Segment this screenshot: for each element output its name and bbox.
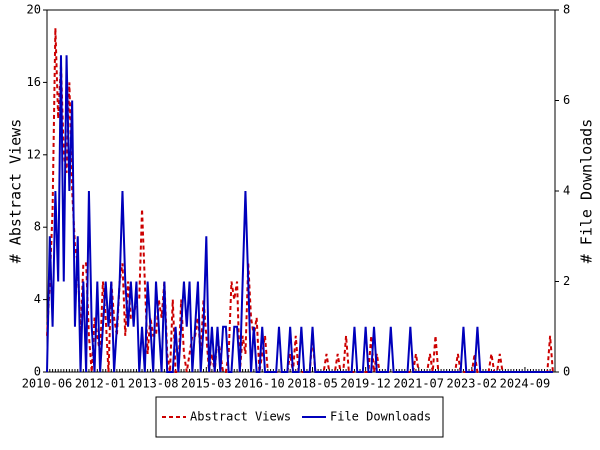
series-line (46, 55, 553, 373)
y2-tick-label: 8 (563, 3, 570, 17)
x-tick-label: 2010-06 (22, 377, 73, 391)
y2-tick-label: 6 (563, 93, 570, 107)
y2-tick-label: 0 (563, 365, 570, 379)
y2-axis-title: # File Downloads (578, 119, 596, 264)
x-tick-label: 2021-07 (393, 377, 444, 391)
x-tick-label: 2024-09 (500, 377, 551, 391)
y-tick-label: 12 (27, 147, 41, 161)
legend-box (155, 396, 444, 438)
x-tick-label: 2016-10 (234, 377, 285, 391)
x-tick-label: 2023-02 (447, 377, 498, 391)
legend-label: Abstract Views (190, 410, 291, 424)
y-tick-label: 4 (34, 292, 41, 306)
y-tick-label: 16 (27, 75, 41, 89)
y-axis-title: # Abstract Views (7, 119, 25, 264)
y-tick-label: 20 (27, 3, 41, 17)
y2-tick-label: 2 (563, 274, 570, 288)
series-line (46, 28, 554, 373)
y2-tick-label: 4 (563, 184, 570, 198)
x-tick-label: 2019-12 (340, 377, 391, 391)
y-tick-label: 0 (34, 365, 41, 379)
x-tick-label: 2018-05 (287, 377, 338, 391)
y-tick-label: 8 (34, 220, 41, 234)
x-tick-label: 2012-01 (75, 377, 126, 391)
x-tick-label: 2015-03 (181, 377, 232, 391)
legend-label: File Downloads (330, 410, 431, 424)
x-tick-label: 2013-08 (128, 377, 179, 391)
